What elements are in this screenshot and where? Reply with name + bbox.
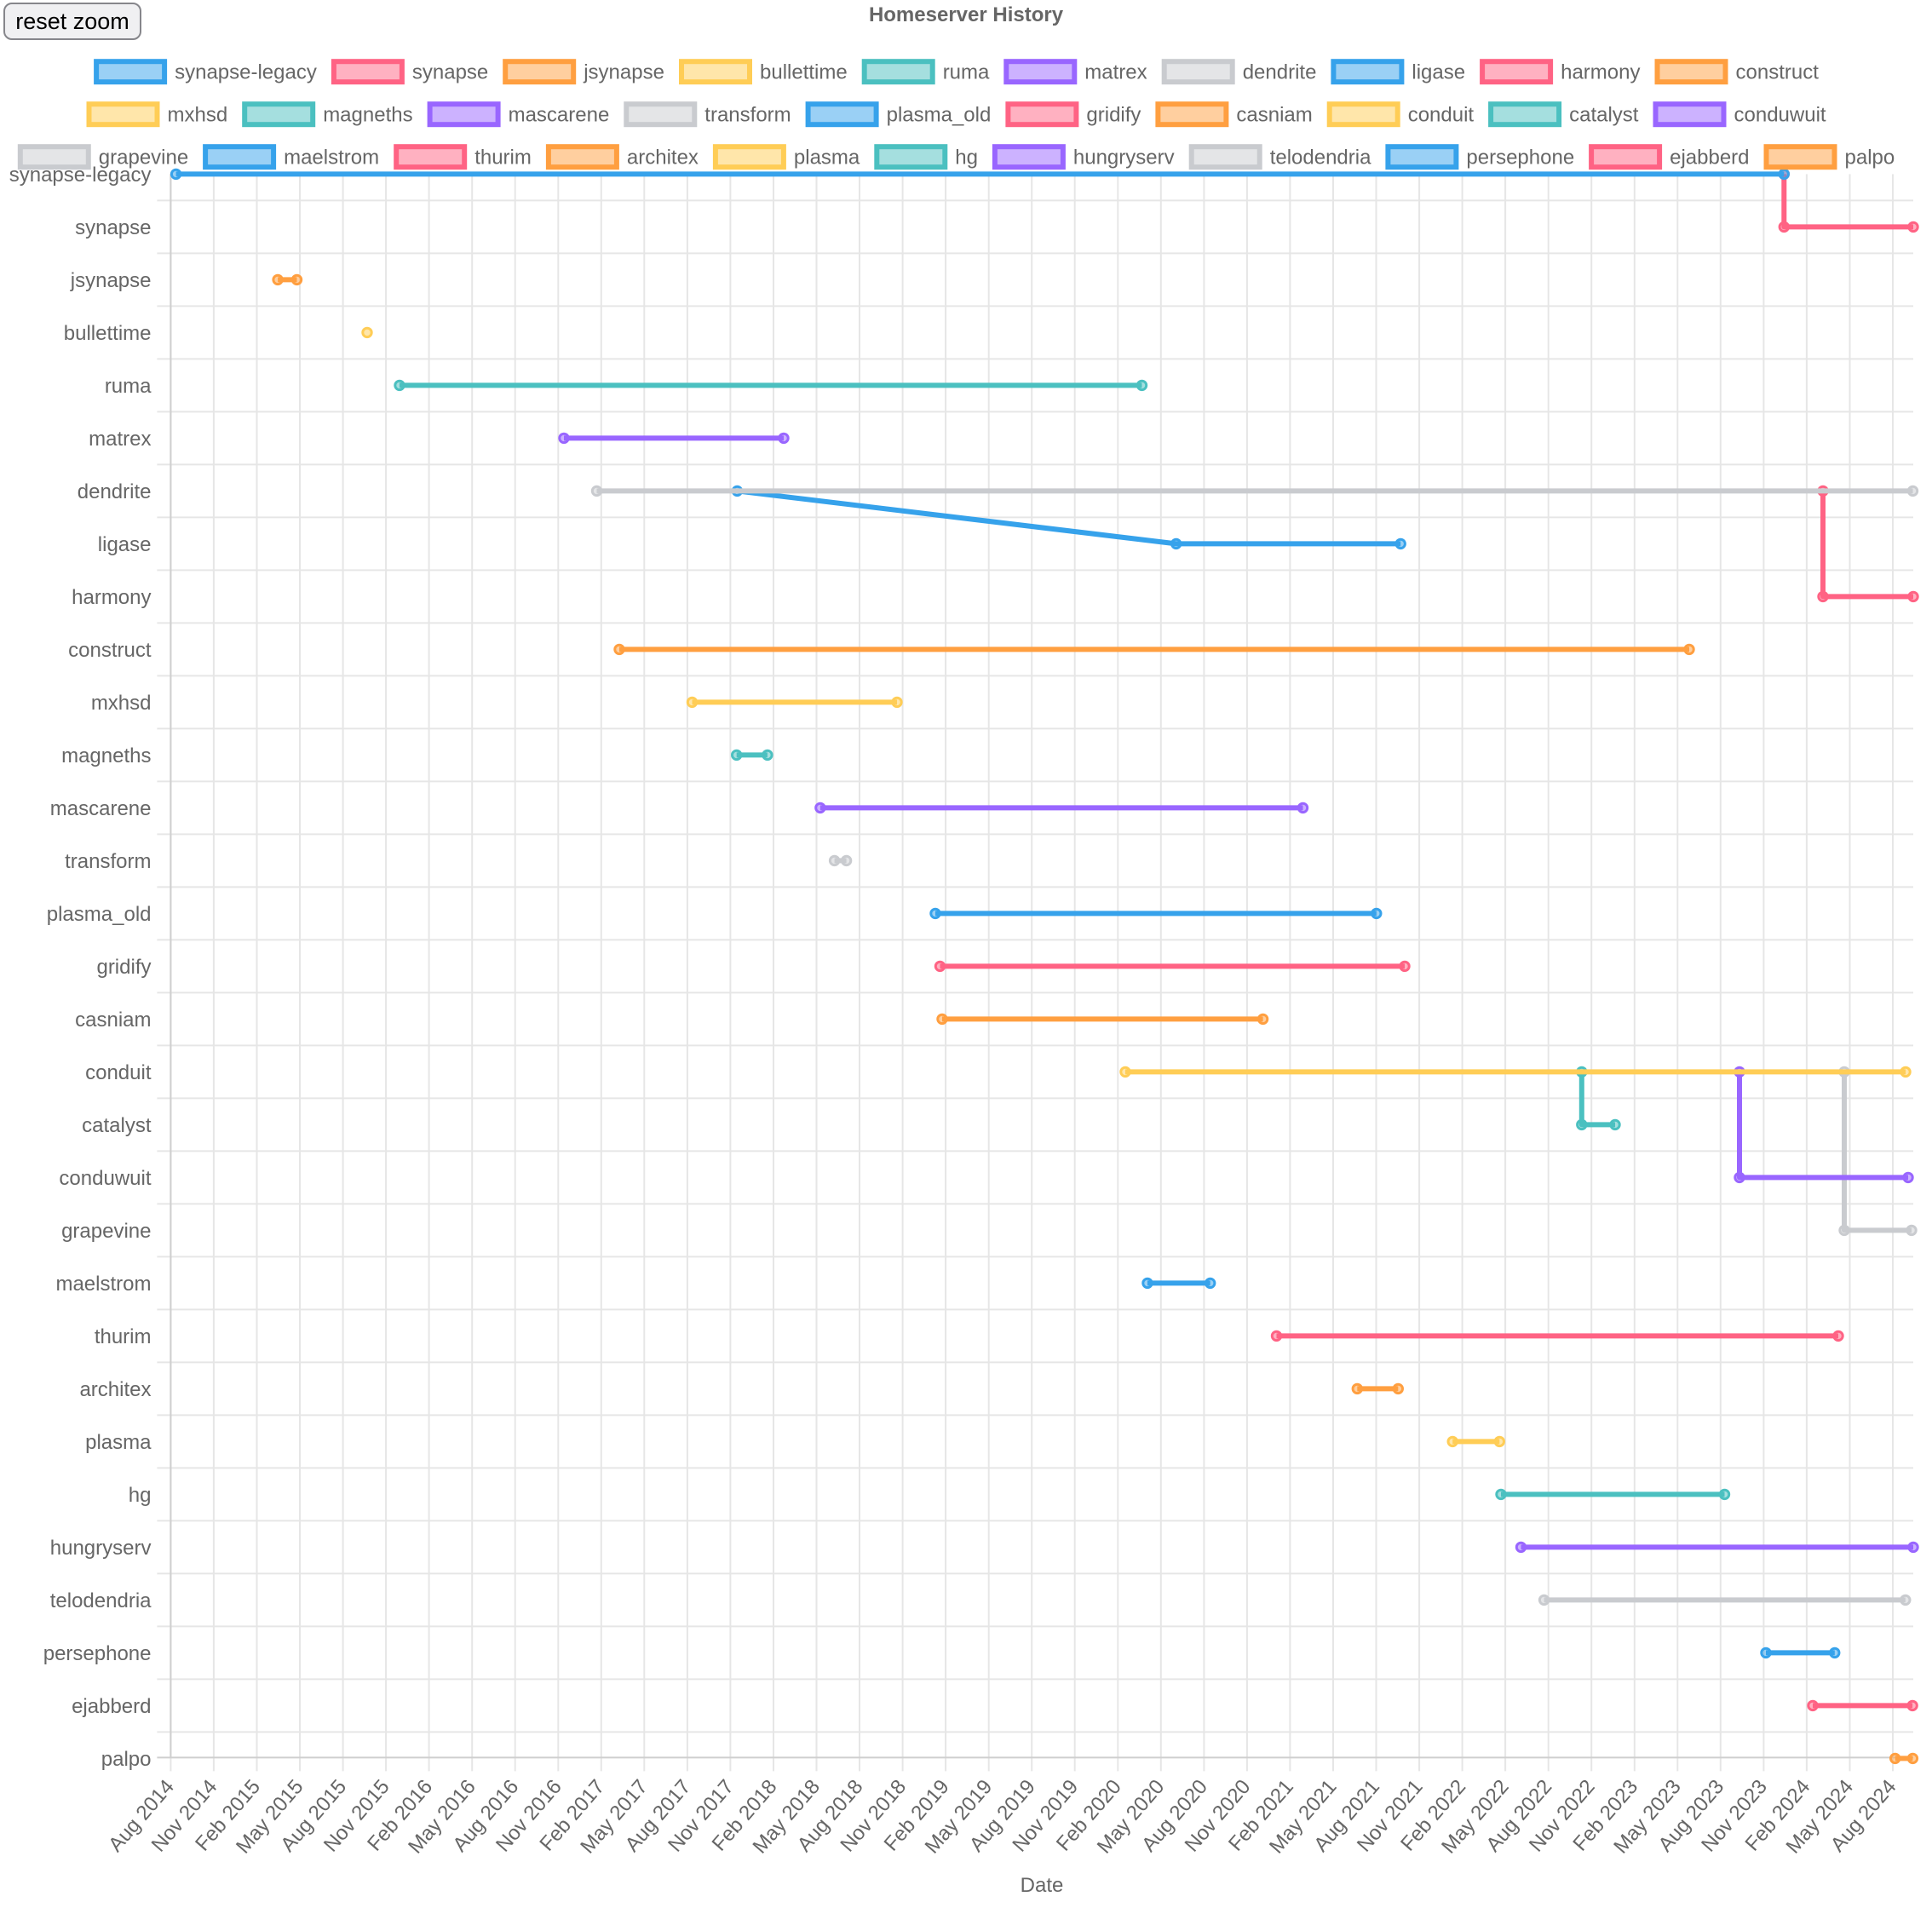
svg-text:dendrite: dendrite	[78, 480, 152, 503]
svg-text:gridify: gridify	[96, 956, 151, 979]
svg-text:magneths: magneths	[61, 744, 151, 767]
svg-text:transform: transform	[704, 104, 791, 127]
svg-text:gridify: gridify	[1086, 104, 1141, 127]
svg-text:hg: hg	[129, 1484, 152, 1507]
svg-text:synapse-legacy: synapse-legacy	[175, 61, 317, 84]
svg-text:telodendria: telodendria	[50, 1589, 152, 1612]
svg-text:plasma: plasma	[85, 1431, 152, 1454]
svg-text:architex: architex	[79, 1378, 151, 1401]
svg-text:conduwuit: conduwuit	[1734, 104, 1826, 127]
svg-text:mascarene: mascarene	[50, 797, 152, 820]
svg-text:catalyst: catalyst	[82, 1114, 152, 1137]
svg-text:ejabberd: ejabberd	[72, 1695, 151, 1718]
svg-text:transform: transform	[65, 850, 151, 873]
svg-text:bullettime: bullettime	[64, 322, 152, 345]
svg-text:plasma_old: plasma_old	[887, 104, 992, 127]
svg-text:synapse: synapse	[412, 61, 488, 84]
svg-text:grapevine: grapevine	[61, 1220, 151, 1243]
svg-text:conduit: conduit	[85, 1061, 152, 1084]
svg-text:jsynapse: jsynapse	[583, 61, 664, 84]
svg-text:bullettime: bullettime	[760, 61, 848, 84]
svg-text:hg: hg	[955, 147, 978, 170]
svg-text:harmony: harmony	[1561, 61, 1640, 84]
svg-text:Homeserver History: Homeserver History	[869, 3, 1064, 26]
svg-text:mascarene: mascarene	[509, 104, 610, 127]
svg-text:grapevine: grapevine	[99, 147, 188, 170]
svg-text:conduit: conduit	[1408, 104, 1475, 127]
svg-text:conduwuit: conduwuit	[59, 1167, 151, 1190]
svg-text:mxhsd: mxhsd	[91, 692, 152, 715]
svg-text:casniam: casniam	[1236, 104, 1312, 127]
svg-text:maelstrom: maelstrom	[55, 1273, 151, 1296]
svg-text:catalyst: catalyst	[1569, 104, 1639, 127]
svg-text:jsynapse: jsynapse	[70, 269, 152, 292]
svg-text:thurim: thurim	[474, 147, 532, 170]
svg-text:persephone: persephone	[43, 1642, 152, 1665]
svg-text:casniam: casniam	[75, 1009, 151, 1032]
svg-text:construct: construct	[68, 639, 152, 662]
svg-text:ejabberd: ejabberd	[1670, 147, 1749, 170]
svg-text:architex: architex	[627, 147, 699, 170]
svg-text:persephone: persephone	[1466, 147, 1574, 170]
svg-text:palpo: palpo	[101, 1748, 152, 1771]
svg-text:hungryserv: hungryserv	[1073, 147, 1175, 170]
svg-text:telodendria: telodendria	[1270, 147, 1371, 170]
svg-text:magneths: magneths	[323, 104, 412, 127]
svg-text:maelstrom: maelstrom	[284, 147, 379, 170]
svg-text:ligase: ligase	[1412, 61, 1465, 84]
svg-text:mxhsd: mxhsd	[168, 104, 228, 127]
svg-text:construct: construct	[1736, 61, 1820, 84]
svg-text:ruma: ruma	[943, 61, 990, 84]
svg-text:ligase: ligase	[98, 533, 152, 556]
svg-text:thurim: thurim	[95, 1325, 152, 1348]
svg-text:ruma: ruma	[105, 375, 152, 398]
svg-text:Date: Date	[1021, 1874, 1064, 1897]
svg-text:synapse: synapse	[75, 216, 151, 239]
svg-text:matrex: matrex	[1084, 61, 1147, 84]
svg-text:harmony: harmony	[72, 586, 151, 609]
svg-text:hungryserv: hungryserv	[50, 1537, 152, 1560]
svg-text:plasma: plasma	[794, 147, 860, 170]
svg-text:palpo: palpo	[1845, 147, 1895, 170]
svg-text:matrex: matrex	[89, 428, 151, 451]
svg-text:plasma_old: plasma_old	[47, 903, 152, 926]
svg-text:dendrite: dendrite	[1243, 61, 1317, 84]
